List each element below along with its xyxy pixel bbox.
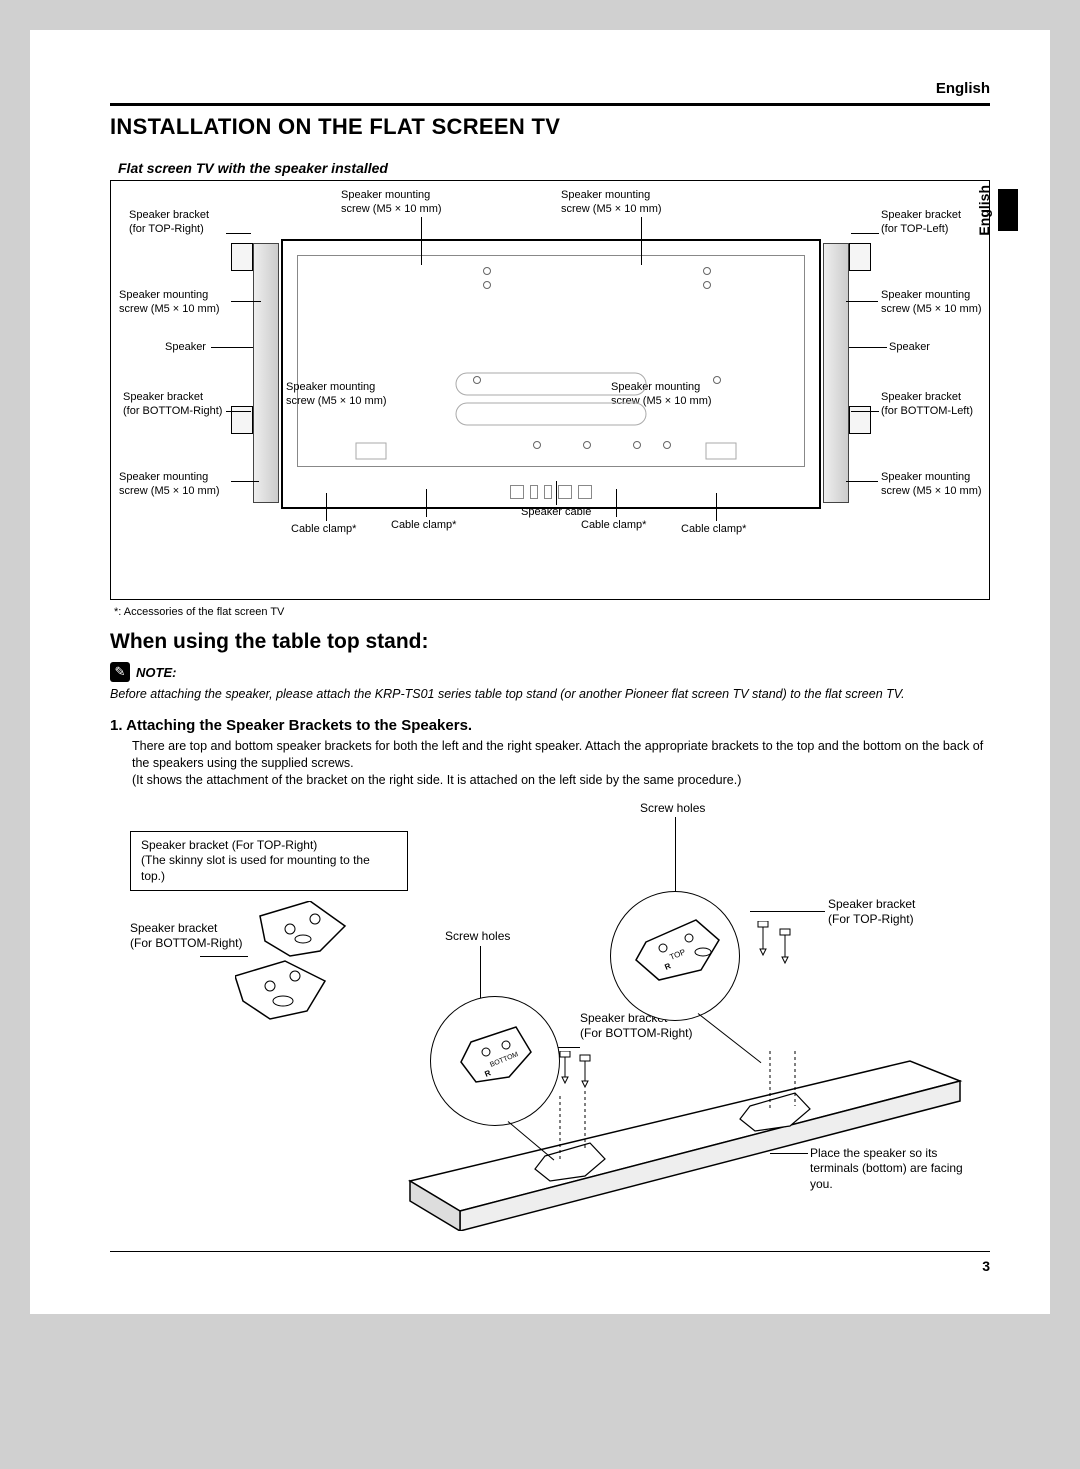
step1-body-line1: There are top and bottom speaker bracket… <box>132 739 983 770</box>
leader-line <box>750 911 825 912</box>
label-screw-mid-right: Speaker mounting screw (M5 × 10 mm) <box>881 289 982 317</box>
page-number: 3 <box>110 1258 990 1274</box>
note-icon: ✎ <box>110 662 130 682</box>
label-screw-mid-left: Speaker mounting screw (M5 × 10 mm) <box>119 289 220 317</box>
label-speaker-left: Speaker <box>165 341 206 355</box>
bracket-pair-icon <box>235 901 395 1031</box>
leader-line <box>231 301 261 302</box>
d2-screw-holes-2: Screw holes <box>445 929 510 945</box>
label-clamp3: Cable clamp* <box>581 519 646 533</box>
d2-box-line1: Speaker bracket (For TOP-Right) <box>141 838 397 854</box>
step1-heading: 1. Attaching the Speaker Brackets to the… <box>110 717 990 734</box>
top-rule <box>110 103 990 106</box>
step1-body-line2: (It shows the attachment of the bracket … <box>132 773 741 787</box>
language-top-label: English <box>936 80 990 97</box>
tv-detail-lines <box>296 253 806 483</box>
port-icon <box>510 485 524 499</box>
detail-circle-svg: TOP R <box>611 892 741 1022</box>
bracket-icon <box>231 243 253 271</box>
screws-icon <box>750 921 820 1001</box>
leader-line <box>849 347 887 348</box>
d2-box: Speaker bracket (For TOP-Right) (The ski… <box>130 831 408 892</box>
d2-box-line2: (The skinny slot is used for mounting to… <box>141 853 397 884</box>
leader-line <box>326 493 327 521</box>
main-heading: INSTALLATION ON THE FLAT SCREEN TV <box>110 114 990 140</box>
port-icon <box>578 485 592 499</box>
label-bracket-bottom-right: Speaker bracket (for BOTTOM-Right) <box>123 391 222 419</box>
page: English English INSTALLATION ON THE FLAT… <box>30 30 1050 1314</box>
leader-line <box>426 489 427 517</box>
leader-line <box>851 233 879 234</box>
label-speaker-cable: Speaker cable <box>521 506 591 520</box>
leader-line <box>211 347 253 348</box>
d2-place-text: Place the speaker so its terminals (bott… <box>810 1146 970 1193</box>
label-bracket-bottom-left: Speaker bracket (for BOTTOM-Left) <box>881 391 973 419</box>
leader-line <box>716 493 717 521</box>
port-icon <box>558 485 572 499</box>
label-clamp1: Cable clamp* <box>291 523 356 537</box>
leader-line <box>226 411 251 412</box>
speaker-right-icon <box>823 243 849 503</box>
top-bar: English <box>110 80 990 97</box>
leader-line <box>846 481 878 482</box>
label-screw-bottom-left: Speaker mounting screw (M5 × 10 mm) <box>119 471 220 499</box>
port-icon <box>544 485 552 499</box>
leader-line <box>770 1153 808 1154</box>
step1-body: There are top and bottom speaker bracket… <box>132 738 990 789</box>
label-bracket-top-left: Speaker bracket (for TOP-Left) <box>881 209 961 237</box>
d2-screw-holes-top: Screw holes <box>640 801 705 817</box>
diagram1: Speaker bracket (for TOP-Right) Speaker … <box>110 180 990 600</box>
bottom-rule <box>110 1251 990 1252</box>
speaker-left-icon <box>253 243 279 503</box>
note-label: NOTE: <box>136 665 176 680</box>
leader-line <box>226 233 251 234</box>
detail-circle-top: TOP R <box>610 891 740 1021</box>
d2-top-right-bracket: Speaker bracket (For TOP-Right) <box>828 897 915 928</box>
diagram1-footnote: *: Accessories of the flat screen TV <box>114 606 990 618</box>
diagram2: Screw holes Speaker bracket (For TOP-Rig… <box>110 801 990 1231</box>
speaker-isometric <box>400 1051 970 1231</box>
label-screw-bottom-right: Speaker mounting screw (M5 × 10 mm) <box>881 471 982 499</box>
bracket-icon <box>849 243 871 271</box>
label-clamp2: Cable clamp* <box>391 519 456 533</box>
label-screw-top-center-r: Speaker mounting screw (M5 × 10 mm) <box>561 189 662 217</box>
leader-line <box>231 481 259 482</box>
label-clamp4: Cable clamp* <box>681 523 746 537</box>
port-icon <box>530 485 538 499</box>
label-screw-top-center-l: Speaker mounting screw (M5 × 10 mm) <box>341 189 442 217</box>
leader-line <box>851 411 879 412</box>
label-speaker-right: Speaker <box>889 341 930 355</box>
d2-bottom-right-bracket: Speaker bracket (For BOTTOM-Right) <box>130 921 242 952</box>
diagram1-caption: Flat screen TV with the speaker installe… <box>118 160 990 176</box>
sub-heading: When using the table top stand: <box>110 630 990 654</box>
leader-line <box>846 301 878 302</box>
side-tab-block <box>998 189 1018 231</box>
leader-line <box>616 489 617 517</box>
label-bracket-top-right: Speaker bracket (for TOP-Right) <box>129 209 209 237</box>
leader-line <box>556 481 557 505</box>
note-text: Before attaching the speaker, please att… <box>110 686 990 703</box>
note-row: ✎ NOTE: <box>110 662 990 682</box>
tv-ports <box>510 485 592 499</box>
